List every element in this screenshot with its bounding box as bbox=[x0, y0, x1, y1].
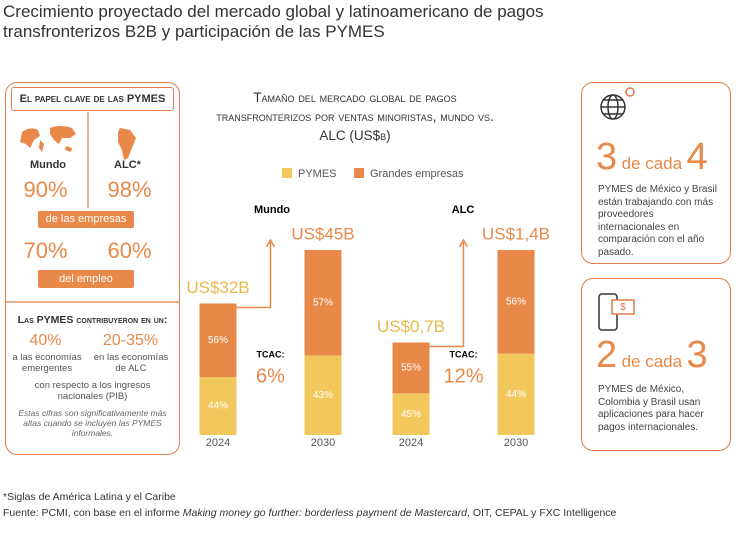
legend-swatch bbox=[354, 168, 364, 178]
value-label: 56% bbox=[506, 296, 526, 307]
contribution-text: en las economías de ALC bbox=[93, 352, 169, 374]
x-tick-label: 2030 bbox=[311, 437, 335, 449]
source: Fuente: PCMI, con base en el informe Mak… bbox=[3, 507, 616, 519]
cagr-value: 12% bbox=[443, 365, 483, 387]
firms-share: 90% bbox=[23, 177, 68, 202]
bar-segment bbox=[497, 353, 535, 435]
growth-arrow bbox=[429, 242, 465, 348]
footnote: *Siglas de América Latina y el Caribe bbox=[3, 491, 176, 503]
value-label: 56% bbox=[208, 335, 228, 346]
cagr-title: TCAC: bbox=[450, 349, 478, 359]
firms-label: de las empresas bbox=[38, 211, 134, 228]
contribution-value: 40% bbox=[29, 332, 62, 349]
disclaimer: Estas cifras son significativamente más … bbox=[18, 408, 167, 438]
x-tick-label: 2030 bbox=[504, 437, 528, 449]
panel-dividers bbox=[6, 112, 179, 303]
jobs-share: 60% bbox=[107, 238, 152, 263]
latam-map-icon bbox=[118, 128, 136, 160]
x-tick-label: 2024 bbox=[399, 437, 423, 449]
bar-segment bbox=[392, 342, 430, 394]
source-suffix: , OIT, CEPAL y FXC Intelligence bbox=[466, 507, 617, 519]
stat-headline: 3 de cada 4 bbox=[596, 136, 731, 179]
region-name: Mundo bbox=[29, 159, 67, 171]
value-label: 44% bbox=[506, 389, 526, 400]
bar-segment bbox=[199, 377, 237, 435]
value-label: 43% bbox=[313, 390, 333, 401]
bar-segment bbox=[304, 250, 342, 356]
value-label: 45% bbox=[401, 409, 421, 420]
svg-text:$: $ bbox=[620, 302, 626, 313]
total-label: US$1,4B bbox=[482, 224, 550, 243]
stat-connector: de cada bbox=[621, 352, 683, 371]
globe-icon bbox=[600, 94, 626, 120]
jobs-share: 70% bbox=[23, 238, 68, 263]
stat-total: 3 bbox=[686, 334, 708, 376]
source-title: Making money go further: borderless paym… bbox=[182, 507, 467, 519]
contribution-value: 20-35% bbox=[102, 332, 159, 349]
value-label: 44% bbox=[208, 401, 228, 412]
source-prefix: Fuente: PCMI, con base en el informe bbox=[3, 507, 183, 519]
total-label: US$45B bbox=[291, 224, 354, 243]
stat-total: 4 bbox=[686, 136, 708, 178]
total-label: US$32B bbox=[186, 278, 249, 297]
world-map-icon bbox=[20, 126, 76, 152]
panel-title: El papel clave de las PYMES bbox=[11, 87, 174, 111]
page-title: Crecimiento proyectado del mercado globa… bbox=[3, 2, 544, 41]
chart-title: Tamaño del mercado global de pagos trans… bbox=[216, 90, 494, 143]
contribution-note: con respecto a los ingresos nacionales (… bbox=[34, 380, 151, 402]
stat-connector: de cada bbox=[621, 154, 683, 173]
bar-segment bbox=[304, 355, 342, 435]
stat-text: PYMES de México y Brasil están trabajand… bbox=[598, 184, 717, 258]
contribution-title: Las PYMES contribuyeron en un: bbox=[17, 314, 168, 326]
phone-icon: $ bbox=[598, 293, 635, 331]
stat-count: 2 bbox=[596, 334, 618, 376]
panel-label: Mundo bbox=[254, 204, 290, 216]
stat-card bbox=[581, 278, 731, 451]
left-panel bbox=[5, 82, 180, 455]
stat-headline: 2 de cada 3 bbox=[596, 334, 731, 377]
panel-label: ALC bbox=[452, 204, 475, 216]
firms-share: 98% bbox=[107, 177, 152, 202]
stat-text: PYMES de México, Colombia y Brasil usan … bbox=[598, 384, 704, 433]
cagr-value: 6% bbox=[256, 365, 285, 387]
jobs-label: del empleo bbox=[38, 270, 134, 288]
pin-icon bbox=[625, 87, 635, 97]
growth-arrow bbox=[236, 242, 272, 309]
legend-label: PYMES bbox=[298, 168, 337, 180]
arrow-head bbox=[265, 238, 276, 248]
total-label: US$0,7B bbox=[377, 317, 445, 336]
region-name: ALC* bbox=[114, 159, 141, 171]
bar-segment bbox=[497, 250, 535, 354]
contribution-text: a las economías emergentes bbox=[12, 352, 82, 374]
x-tick-label: 2024 bbox=[206, 437, 230, 449]
bar-segment bbox=[199, 303, 237, 378]
legend-swatch bbox=[282, 168, 292, 178]
value-label: 57% bbox=[313, 297, 333, 308]
value-label: 55% bbox=[401, 363, 421, 374]
stat-card bbox=[581, 82, 731, 264]
stat-count: 3 bbox=[596, 136, 618, 178]
bar-segment bbox=[392, 393, 430, 435]
cagr-title: TCAC: bbox=[257, 349, 285, 359]
legend-label: Grandes empresas bbox=[370, 168, 464, 180]
arrow-head bbox=[458, 238, 469, 248]
